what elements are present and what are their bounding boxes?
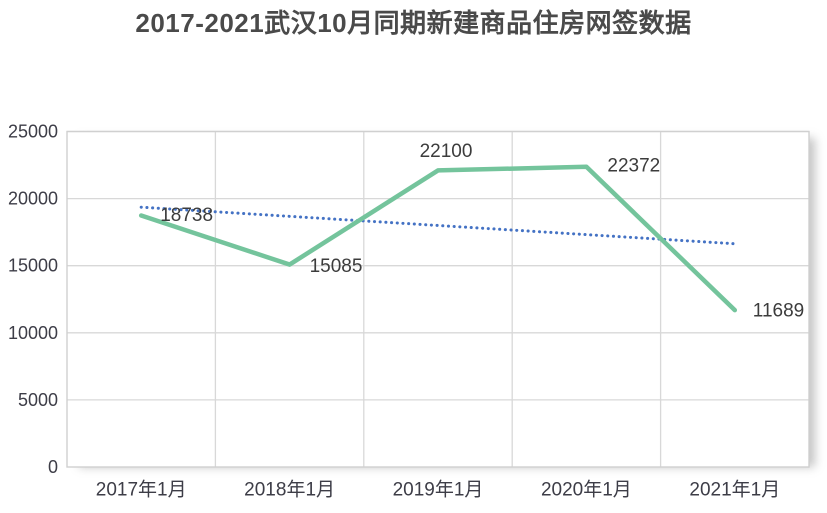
series-line — [138, 164, 738, 313]
data-label: 18738 — [160, 205, 213, 226]
x-tick-label: 2021年1月 — [689, 479, 780, 501]
y-tick-label: 15000 — [8, 256, 58, 276]
chart-title: 2017-2021武汉10月同期新建商品住房网签数据 — [135, 8, 692, 38]
y-tick-label: 20000 — [8, 189, 58, 209]
y-tick-label: 10000 — [8, 323, 58, 343]
x-tick-label: 2020年1月 — [541, 479, 632, 501]
x-tick-label: 2019年1月 — [393, 479, 484, 501]
y-tick-label: 5000 — [18, 390, 58, 410]
plot-border — [66, 130, 810, 468]
y-tick-label: 0 — [48, 457, 58, 477]
data-label: 15085 — [310, 256, 363, 277]
data-label: 11689 — [753, 301, 804, 322]
x-tick-label: 2017年1月 — [96, 479, 187, 501]
x-tick-label: 2018年1月 — [244, 479, 335, 501]
data-label: 22372 — [607, 155, 660, 176]
trendline — [139, 205, 737, 246]
y-tick-label: 25000 — [8, 122, 58, 142]
data-label: 22100 — [420, 141, 473, 162]
